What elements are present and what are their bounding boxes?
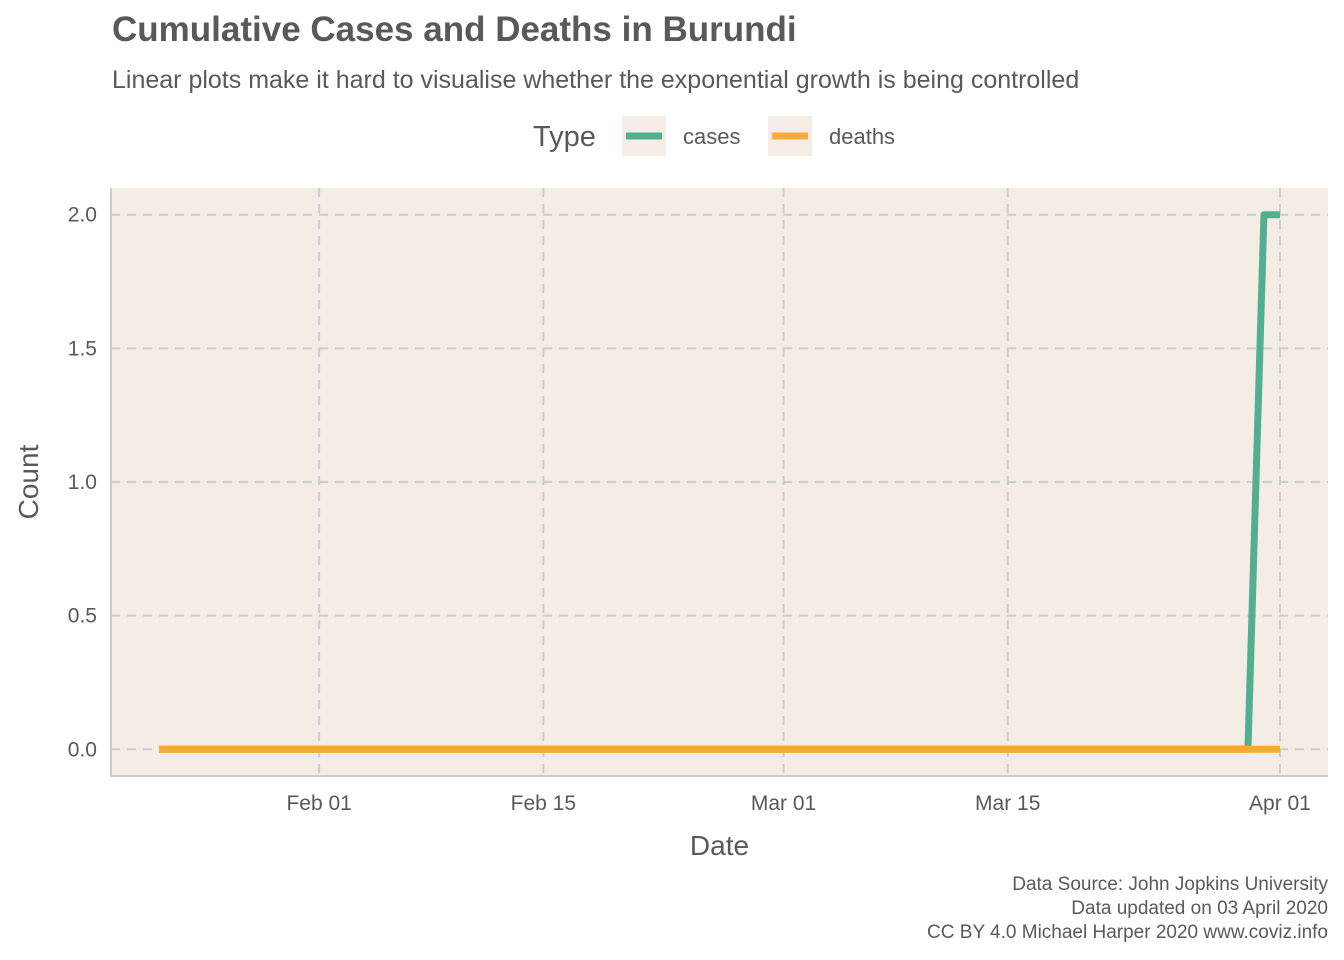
x-tick-label: Feb 01	[286, 792, 351, 815]
legend-label-deaths: deaths	[829, 124, 895, 149]
chart-title: Cumulative Cases and Deaths in Burundi	[112, 10, 797, 49]
x-tick-label: Apr 01	[1249, 792, 1311, 815]
caption-source: Data Source: John Jopkins University	[1012, 874, 1328, 895]
caption: Data Source: John Jopkins University Dat…	[927, 873, 1328, 945]
y-tick-label: 1.5	[68, 337, 97, 360]
y-tick-label: 2.0	[68, 204, 97, 227]
axes	[110, 188, 1328, 777]
legend-title: Type	[533, 121, 596, 153]
x-tick-label: Mar 01	[751, 792, 816, 815]
y-tick-label: 0.0	[68, 738, 97, 761]
x-axis-title: Date	[690, 830, 749, 861]
x-tick-label: Feb 15	[511, 792, 576, 815]
x-tick-label: Mar 15	[975, 792, 1040, 815]
chart-subtitle: Linear plots make it hard to visualise w…	[112, 66, 1080, 94]
y-tick-label: 0.5	[68, 605, 97, 628]
series-lines	[159, 211, 1280, 753]
legend: Type cases deaths	[533, 116, 895, 156]
y-tick-label: 1.0	[68, 471, 97, 494]
legend-label-cases: cases	[683, 124, 740, 149]
caption-license: CC BY 4.0 Michael Harper 2020 www.coviz.…	[927, 922, 1328, 943]
y-axis-title: Count	[13, 444, 44, 519]
tick-labels: 0.0 0.5 1.0 1.5 2.0 Feb 01 Feb 15 Mar 01 Mar 15 A…	[68, 204, 1311, 815]
caption-updated: Data updated on 03 April 2020	[1071, 898, 1328, 919]
